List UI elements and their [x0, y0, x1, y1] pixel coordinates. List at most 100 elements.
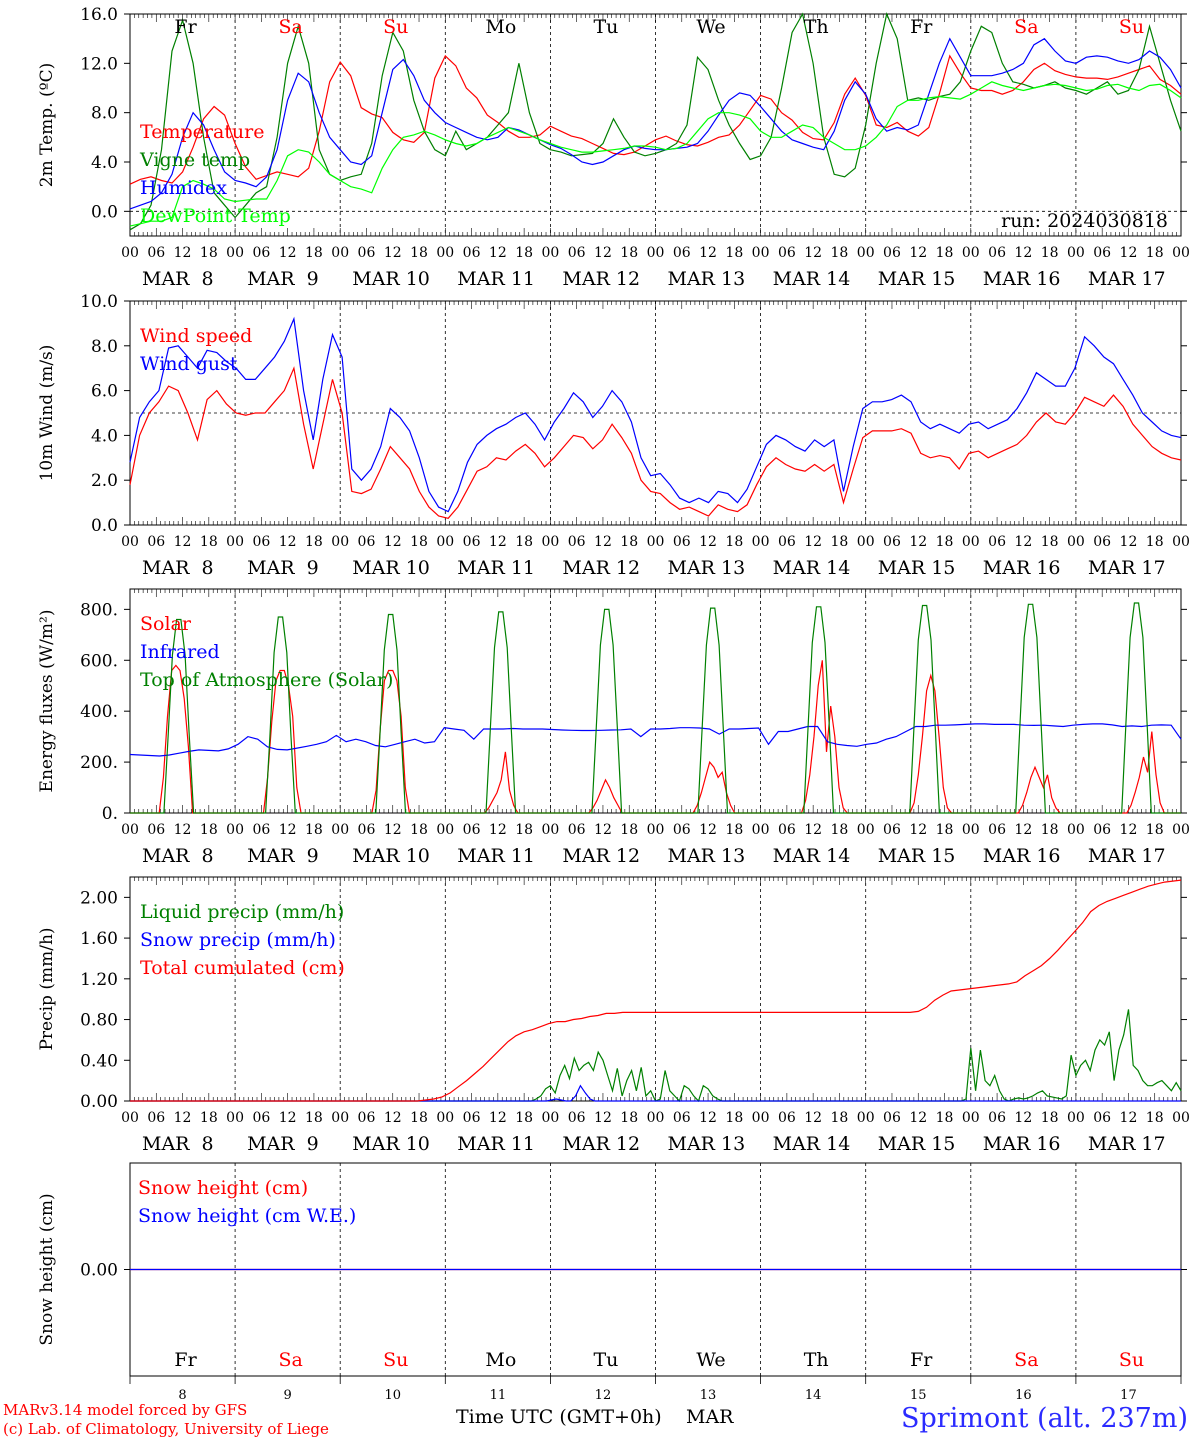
x-hour-label: 18 — [1041, 534, 1059, 550]
x-hour-label: 00 — [962, 1110, 980, 1126]
y-axis-label: Precip (mm/h) — [37, 927, 57, 1050]
day-number-label: 12 — [595, 1388, 612, 1403]
x-hour-label: 00 — [1172, 534, 1190, 550]
x-hour-label: 06 — [568, 1110, 586, 1126]
x-hour-label: 12 — [174, 245, 192, 261]
series-line-total-cumulated-cm- — [130, 879, 1182, 1102]
x-hour-label: 12 — [909, 534, 927, 550]
y-tick-label: 4.0 — [91, 153, 118, 173]
x-hour-label: 12 — [594, 1110, 612, 1126]
x-hour-label: 18 — [620, 822, 638, 838]
x-hour-label: 18 — [200, 1110, 218, 1126]
x-hour-label: 00 — [436, 534, 454, 550]
x-hour-label: 18 — [936, 534, 954, 550]
legend-label: Humidex — [140, 177, 227, 199]
y-tick-label: 0.00 — [80, 1261, 118, 1281]
credit-line-1: MARv3.14 model forced by GFS — [3, 1401, 247, 1419]
weekday-label: Sa — [1014, 16, 1038, 38]
x-hour-label: 06 — [463, 534, 481, 550]
legend-label: Temperature — [140, 121, 264, 143]
weekday-label: We — [696, 1349, 725, 1371]
y-tick-label: 8.0 — [91, 337, 118, 357]
x-date-label: MAR 15 — [878, 1133, 956, 1155]
x-date-label: MAR 12 — [562, 845, 640, 867]
x-hour-label: 18 — [515, 1110, 533, 1126]
x-hour-label: 00 — [752, 534, 770, 550]
x-hour-label: 18 — [725, 534, 743, 550]
x-date-label: MAR 16 — [983, 268, 1061, 290]
x-date-label: MAR 8 — [142, 268, 214, 290]
x-hour-label: 12 — [1120, 534, 1138, 550]
x-date-label: MAR 14 — [773, 845, 851, 867]
x-hour-label: 06 — [988, 245, 1006, 261]
x-hour-label: 00 — [647, 822, 665, 838]
x-hour-label: 12 — [174, 534, 192, 550]
x-hour-label: 12 — [699, 1110, 717, 1126]
x-hour-label: 00 — [1067, 534, 1085, 550]
x-hour-label: 18 — [831, 1110, 849, 1126]
x-hour-label: 06 — [1093, 534, 1111, 550]
x-hour-label: 06 — [568, 534, 586, 550]
x-date-label: MAR 8 — [142, 1133, 214, 1155]
x-hour-label: 06 — [1093, 245, 1111, 261]
x-hour-label: 18 — [200, 534, 218, 550]
x-hour-label: 18 — [1146, 1110, 1164, 1126]
x-hour-label: 00 — [226, 245, 244, 261]
x-date-label: MAR 9 — [247, 845, 319, 867]
x-date-label: MAR 13 — [668, 268, 746, 290]
x-hour-label: 18 — [725, 1110, 743, 1126]
x-hour-label: 12 — [384, 534, 402, 550]
x-hour-label: 00 — [541, 822, 559, 838]
x-date-label: MAR 17 — [1088, 1133, 1166, 1155]
x-date-label: MAR 9 — [247, 268, 319, 290]
x-hour-label: 12 — [1014, 1110, 1032, 1126]
y-tick-label: 200. — [80, 753, 118, 773]
x-hour-label: 06 — [883, 1110, 901, 1126]
x-date-label: MAR 17 — [1088, 268, 1166, 290]
legend-label: Wind gust — [140, 353, 238, 375]
x-date-label: MAR 14 — [773, 1133, 851, 1155]
weekday-label: Fr — [910, 16, 933, 38]
x-hour-label: 00 — [1172, 1110, 1190, 1126]
y-tick-label: 0.00 — [80, 1092, 118, 1112]
x-date-label: MAR 15 — [878, 557, 956, 579]
x-hour-label: 12 — [594, 822, 612, 838]
x-hour-label: 18 — [305, 245, 323, 261]
x-hour-label: 00 — [647, 245, 665, 261]
x-hour-label: 12 — [489, 534, 507, 550]
x-date-label: MAR 12 — [562, 268, 640, 290]
x-date-label: MAR 11 — [457, 557, 535, 579]
legend-label: Wind speed — [140, 325, 252, 347]
x-hour-label: 06 — [778, 245, 796, 261]
x-hour-label: 06 — [883, 245, 901, 261]
x-hour-label: 06 — [252, 1110, 270, 1126]
x-hour-label: 18 — [410, 245, 428, 261]
x-hour-label: 12 — [699, 534, 717, 550]
y-tick-label: 0. — [102, 804, 118, 824]
day-number-label: 10 — [384, 1388, 401, 1403]
x-hour-label: 00 — [857, 245, 875, 261]
weekday-label: Fr — [174, 16, 197, 38]
series-line-dewpoint-temp — [129, 81, 1182, 227]
x-date-label: MAR 11 — [457, 268, 535, 290]
x-hour-label: 00 — [121, 822, 139, 838]
x-hour-label: 12 — [699, 822, 717, 838]
x-hour-label: 18 — [305, 534, 323, 550]
x-hour-label: 00 — [857, 1110, 875, 1126]
x-hour-label: 18 — [936, 245, 954, 261]
y-tick-label: 800. — [80, 600, 118, 620]
series-line-temperature — [129, 54, 1182, 185]
x-hour-label: 06 — [778, 1110, 796, 1126]
x-hour-label: 00 — [541, 1110, 559, 1126]
x-hour-label: 00 — [1172, 822, 1190, 838]
x-date-label: MAR 13 — [668, 1133, 746, 1155]
x-hour-label: 12 — [1014, 534, 1032, 550]
x-hour-label: 12 — [489, 245, 507, 261]
x-hour-label: 12 — [489, 822, 507, 838]
x-hour-label: 00 — [541, 534, 559, 550]
x-hour-label: 06 — [147, 822, 165, 838]
x-hour-label: 18 — [515, 534, 533, 550]
x-hour-label: 18 — [831, 245, 849, 261]
x-hour-label: 06 — [988, 822, 1006, 838]
